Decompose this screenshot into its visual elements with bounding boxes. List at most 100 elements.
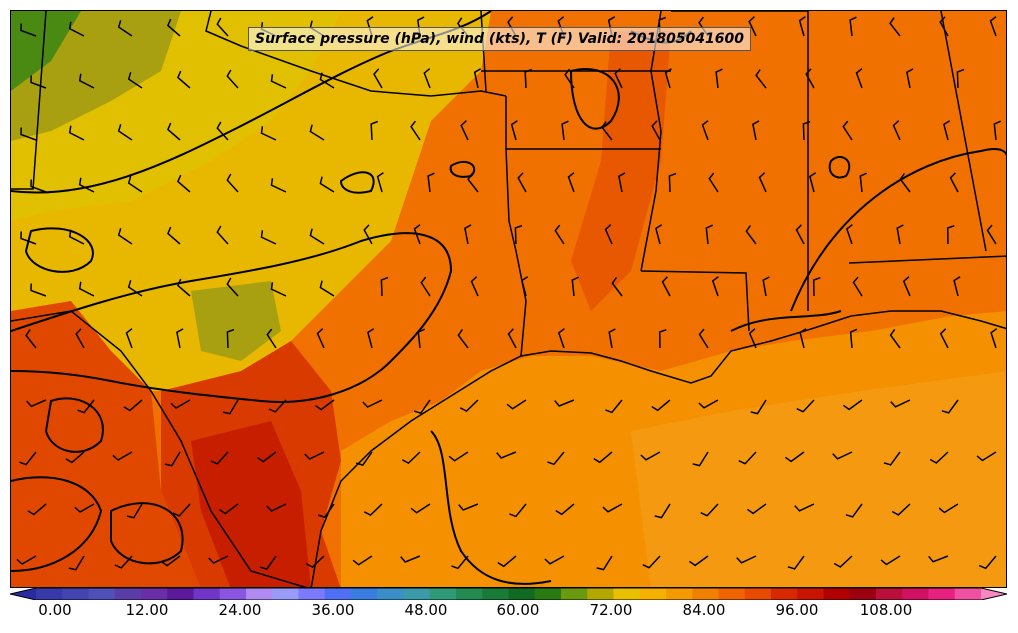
- wind-barb: [596, 555, 613, 571]
- wind-barb: [123, 399, 143, 412]
- colorbar-tick-label: 12.00: [125, 601, 169, 619]
- wind-barb: [208, 555, 229, 564]
- wind-barb: [510, 120, 518, 141]
- wind-barb: [601, 121, 613, 141]
- colorbar-cell: [88, 588, 116, 600]
- border-fl-panhandle: [848, 255, 1006, 264]
- wind-barb: [658, 328, 667, 349]
- wind-barb: [362, 399, 383, 408]
- wind-barb: [413, 399, 431, 414]
- border-mexico: [11, 310, 307, 587]
- wind-barb: [640, 451, 661, 461]
- colorbar-cells: [10, 588, 1007, 600]
- wind-barb: [68, 555, 85, 571]
- wind-barb: [78, 73, 95, 89]
- wind-barb: [257, 451, 277, 463]
- wind-barb: [802, 120, 811, 141]
- colorbar-cell: [62, 588, 90, 600]
- border-red-river: [205, 11, 507, 97]
- wind-barb: [949, 172, 959, 193]
- wind-barb: [309, 228, 325, 245]
- wind-barb: [219, 503, 239, 515]
- colorbar-cell: [797, 588, 825, 600]
- wind-barb: [117, 228, 133, 245]
- wind-barb: [752, 120, 760, 141]
- wind-barb: [654, 503, 671, 519]
- wind-barb: [413, 224, 421, 245]
- wind-barb: [427, 172, 435, 193]
- wind-barb: [946, 224, 955, 245]
- wind-barb: [268, 399, 287, 413]
- wind-barb: [304, 451, 325, 460]
- wind-barb: [30, 75, 47, 89]
- wind-barb: [78, 281, 95, 297]
- wind-barb: [315, 399, 335, 411]
- wind-barb: [554, 399, 575, 407]
- wind-barb: [748, 16, 757, 37]
- wind-barb: [270, 282, 287, 297]
- wind-barb: [30, 179, 47, 193]
- wind-barb: [363, 224, 373, 245]
- colorbar-cell: [508, 588, 536, 600]
- colorbar-cell: [377, 588, 405, 600]
- wind-barb: [711, 276, 719, 297]
- wind-barb: [74, 503, 95, 513]
- wind-barb: [651, 120, 661, 141]
- colorbar-cell: [141, 588, 168, 600]
- colorbar-cell: [744, 588, 772, 600]
- gulf-lighter: [631, 371, 1006, 587]
- wind-barb: [849, 16, 857, 37]
- colorbar-cell: [351, 588, 378, 600]
- wind-barb: [812, 276, 821, 297]
- wind-barb: [460, 120, 469, 141]
- wind-barb: [401, 451, 421, 465]
- wind-barb: [655, 224, 663, 245]
- wind-barb: [784, 451, 805, 463]
- wind-barb: [852, 276, 863, 297]
- wind-barb: [845, 224, 853, 245]
- wind-barb: [953, 276, 961, 297]
- wind-barb: [164, 451, 181, 467]
- wind-barb: [16, 555, 37, 565]
- wind-barb: [567, 172, 575, 193]
- warm-band-ms: [571, 31, 671, 311]
- wind-barb: [467, 173, 479, 193]
- border-ok-ar: [480, 11, 487, 92]
- wind-barb: [517, 172, 527, 193]
- wind-barb: [989, 16, 997, 37]
- wind-barb: [798, 16, 806, 37]
- wind-barb: [226, 328, 235, 349]
- wind-barb: [705, 224, 714, 245]
- wind-barb: [602, 503, 623, 513]
- wind-barb: [557, 328, 565, 349]
- wind-barb: [809, 172, 817, 193]
- wind-barb: [65, 451, 85, 464]
- wind-barb: [593, 451, 613, 464]
- colorbar-cell: [36, 588, 63, 600]
- colorbar-tick-label: 60.00: [496, 601, 540, 619]
- wind-barb: [564, 68, 575, 89]
- wind-barb: [746, 503, 767, 515]
- wind-barb: [651, 399, 671, 412]
- colorbar-cell: [692, 588, 720, 600]
- wind-barb: [470, 276, 479, 297]
- wind-barb: [833, 555, 853, 568]
- wind-barb: [832, 451, 853, 460]
- wind-barb: [941, 399, 959, 414]
- wind-barb: [571, 276, 580, 297]
- wind-barb: [126, 503, 143, 519]
- wind-barb: [715, 68, 723, 89]
- wind-barb: [25, 329, 37, 349]
- border-la-ms: [640, 270, 750, 332]
- wind-barb: [745, 225, 757, 245]
- wind-barb: [514, 224, 523, 245]
- wind-barb: [605, 399, 623, 414]
- wind-barb: [459, 399, 479, 413]
- wind-barb: [259, 555, 277, 570]
- wind-barb: [161, 555, 181, 567]
- colorbar-tick-label: 108.00: [859, 601, 913, 619]
- wind-barb: [260, 126, 277, 141]
- wind-barb: [20, 231, 37, 245]
- wind-barb: [319, 280, 335, 297]
- hot-core: [191, 421, 311, 587]
